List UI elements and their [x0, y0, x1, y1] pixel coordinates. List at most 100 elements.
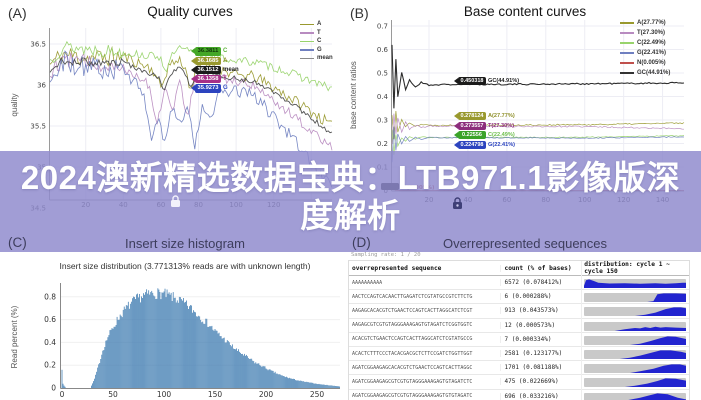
- badge-series-label: T(27.30%): [488, 122, 515, 129]
- tick-label: 0.6: [44, 315, 56, 324]
- histogram-bar: [189, 306, 190, 388]
- histogram-bar: [191, 305, 192, 388]
- histogram-bar: [208, 326, 210, 388]
- panel-a-ylabel: quality: [10, 93, 19, 117]
- histogram-bar: [244, 353, 245, 388]
- histogram-bar: [277, 374, 279, 388]
- distribution-cell: [581, 301, 689, 321]
- badge-arrow: [454, 122, 458, 129]
- histogram-bar: [243, 355, 244, 388]
- histogram-bar: [295, 380, 296, 388]
- histogram-bar: [193, 310, 194, 388]
- histogram-bar: [164, 288, 166, 388]
- tick-label: 0.4: [44, 338, 56, 347]
- histogram-bar: [314, 383, 316, 388]
- histogram-bar: [228, 342, 230, 388]
- histogram-bar: [323, 384, 325, 388]
- histogram-bar: [116, 316, 118, 388]
- histogram-bar: [165, 297, 167, 388]
- histogram-bar: [169, 294, 171, 388]
- histogram-bar: [266, 369, 268, 388]
- base-content-legend-entry: N(0.005%): [620, 58, 670, 68]
- histogram-bar: [234, 349, 235, 388]
- histogram-bar: [143, 293, 144, 388]
- histogram-bar: [259, 365, 261, 388]
- histogram-bar: [207, 326, 209, 388]
- histogram-bar: [213, 330, 215, 388]
- table-row: AAGAGCACACGTCTGAACTCCAGTCACTTAGGCATCTCGT…: [349, 301, 689, 321]
- distribution-sparkline: [584, 293, 687, 303]
- sequence-cell: AAGAGCACACGTCTGAACTCCAGTCACTTAGGCATCTCGT: [352, 307, 473, 314]
- count-cell: 6572 (0.078412%): [500, 279, 581, 287]
- histogram-bar: [282, 376, 284, 388]
- histogram-bar: [171, 301, 173, 388]
- histogram-bar: [292, 378, 293, 388]
- tick-label: 0.3: [377, 117, 388, 125]
- histogram-bar: [129, 303, 131, 388]
- histogram-bar: [98, 364, 100, 388]
- histogram-bar: [262, 365, 264, 388]
- quality-legend-entry: mean: [300, 54, 333, 63]
- panel-b-ylabel: base content ratios: [349, 61, 358, 129]
- tick-label: 0.5: [377, 70, 388, 78]
- histogram-bar: [320, 384, 322, 388]
- histogram-bar: [168, 292, 170, 388]
- histogram-bar: [232, 348, 234, 388]
- badge-value: 0.278124: [458, 112, 486, 120]
- legend-label: T(27.30%): [637, 30, 666, 36]
- histogram-bar: [194, 311, 195, 388]
- histogram-bar: [95, 374, 97, 388]
- distribution-cell: [581, 329, 689, 349]
- legend-line-swatch: [620, 42, 634, 44]
- histogram-bar: [109, 330, 111, 388]
- table-row: AACTCCAGTCACAACTTGAGATCTCGTATGCCGTCTTCTG…: [349, 287, 689, 307]
- sequence-cell: AGATCGGAAGAGCGTCGTGTAGGGAAAGAGTGTAGATCTC: [352, 378, 473, 385]
- base-content-series: [391, 113, 685, 145]
- badge-series-label: A(27.77%): [488, 113, 515, 119]
- histogram-bar: [285, 377, 286, 388]
- histogram-bar: [195, 312, 196, 388]
- histogram-bar: [203, 323, 205, 388]
- histogram-bar: [156, 298, 158, 388]
- panel-c-ylabel: Read percent (%): [10, 305, 19, 369]
- panel-d-tag: (D): [352, 235, 371, 250]
- badge-value: 0.450318: [458, 77, 486, 85]
- histogram-bar: [260, 365, 262, 388]
- histogram-bar: [93, 381, 94, 388]
- legend-line-swatch: [620, 72, 634, 74]
- badge-value: 0.273557: [458, 121, 486, 130]
- histogram-bar: [135, 299, 136, 388]
- histogram-bar: [199, 316, 201, 388]
- table-header-row: overrepresented sequence count (% of base…: [349, 261, 689, 276]
- histogram-bar: [140, 302, 141, 388]
- badge-series-label: G: [223, 85, 228, 92]
- distribution-sparkline: [584, 335, 687, 345]
- histogram-bar: [304, 381, 306, 388]
- base-content-legend-entry: G(22.41%): [620, 48, 670, 58]
- legend-label: GC(44.91%): [637, 70, 671, 76]
- histogram-bar: [288, 378, 289, 388]
- histogram-bar: [91, 385, 92, 388]
- histogram-bar: [184, 302, 185, 388]
- badge-value: 36.1685: [195, 56, 221, 65]
- histogram-bar: [105, 340, 107, 388]
- col-header-distribution: distribution: cycle 1 ~ cycle 150: [581, 261, 689, 275]
- badge-arrow: [454, 113, 458, 119]
- histogram-bar: [216, 330, 218, 388]
- histogram-bar: [330, 385, 332, 388]
- histogram-bar: [190, 305, 191, 388]
- histogram-bar: [153, 295, 155, 388]
- histogram-bar: [303, 381, 305, 388]
- histogram-bar: [196, 316, 198, 388]
- histogram-bar: [118, 319, 120, 388]
- badge-series-label: A: [223, 57, 228, 64]
- distribution-sparkline: [584, 378, 687, 388]
- legend-label: T: [317, 29, 321, 36]
- histogram-bar: [339, 386, 340, 388]
- histogram-bar: [293, 378, 294, 388]
- table-row: AGATCGGAAGAGCGTCGTGTAGGGAAAGAGTGTGTAGATC…: [349, 386, 689, 400]
- histogram-bar: [242, 353, 243, 388]
- histogram-bar: [211, 325, 213, 388]
- histogram-bar: [130, 301, 132, 388]
- histogram-bar: [305, 381, 307, 388]
